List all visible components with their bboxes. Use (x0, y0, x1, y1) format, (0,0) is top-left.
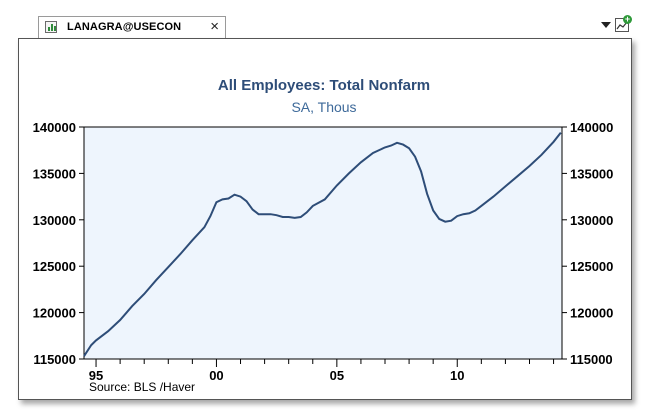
y-tick-label-right: 115000 (570, 352, 613, 367)
chart-title: All Employees: Total Nonfarm (218, 77, 430, 94)
chart-subtitle: SA, Thous (291, 99, 356, 115)
tab-lanagra[interactable]: LANAGRA@USECON × (38, 16, 226, 38)
y-tick-label-right: 130000 (570, 213, 613, 228)
y-tick-label-left: 120000 (33, 306, 76, 321)
dropdown-arrow-icon[interactable] (601, 22, 611, 28)
source-label: Source: BLS /Haver (89, 380, 195, 394)
x-tick-label: 10 (450, 368, 464, 383)
y-tick-label-right: 125000 (570, 259, 613, 274)
new-chart-icon[interactable]: + (615, 15, 632, 32)
close-icon[interactable]: × (210, 18, 219, 35)
y-tick-label-left: 140000 (33, 120, 76, 135)
tab-label: LANAGRA@USECON (67, 21, 182, 33)
y-tick-label-left: 130000 (33, 213, 76, 228)
y-tick-label-right: 120000 (570, 306, 613, 321)
y-axis-left: 140000 135000 130000 125000 120000 115000 (33, 120, 84, 367)
tab-strip: LANAGRA@USECON × + (18, 14, 632, 38)
x-axis: 95 00 05 10 (89, 359, 555, 383)
y-tick-label-left: 125000 (33, 259, 76, 274)
x-tick-label: 95 (89, 368, 103, 383)
y-tick-label-left: 135000 (33, 166, 76, 181)
x-tick-label: 00 (209, 368, 223, 383)
y-tick-label-right: 135000 (570, 166, 613, 181)
y-axis-right: 140000 135000 130000 125000 120000 115000 (562, 120, 613, 367)
y-tick-label-left: 115000 (33, 352, 76, 367)
plot-area (83, 126, 563, 360)
y-tick-label-right: 140000 (570, 120, 613, 135)
chart-icon (45, 21, 57, 33)
series-line (83, 131, 562, 357)
x-tick-label: 05 (330, 368, 344, 383)
